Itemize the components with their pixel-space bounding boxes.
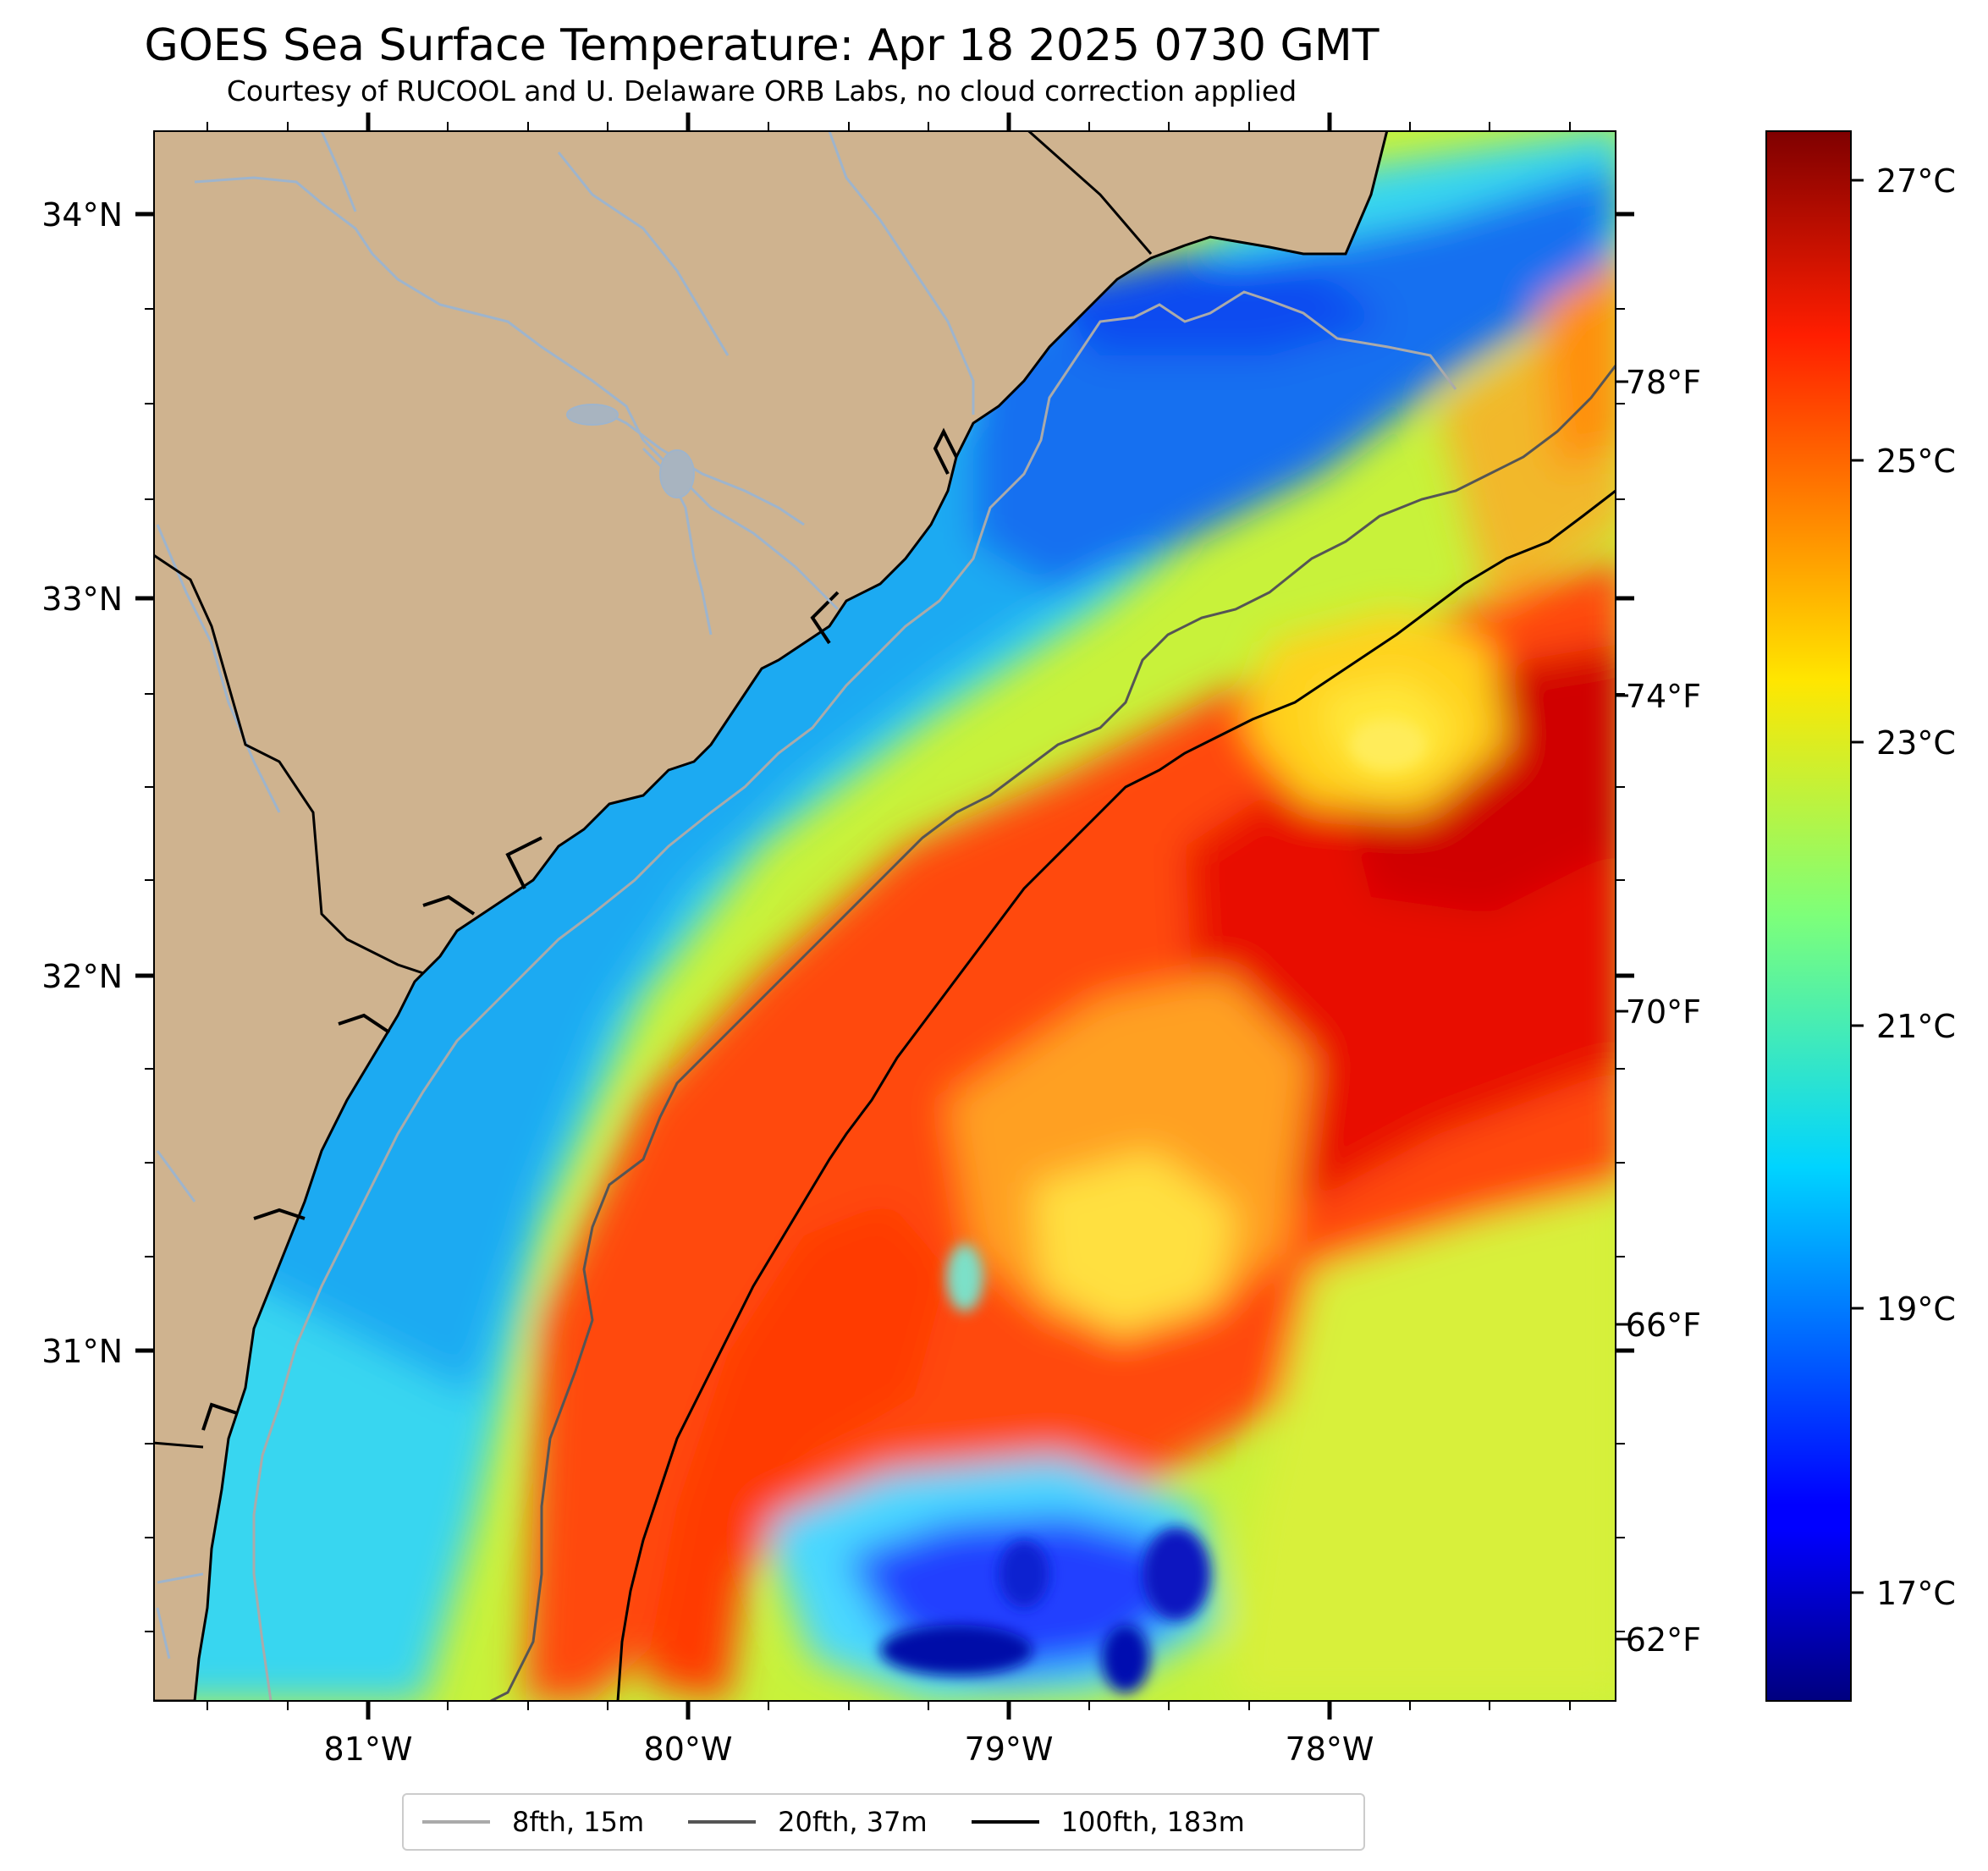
legend-item-37m: 20fth, 37m — [688, 1806, 928, 1838]
land-mass — [154, 131, 1389, 1701]
colorbar-label-19c: 19°C — [1876, 1290, 1956, 1328]
fahrenheit-label-74: 74°F — [1626, 678, 1701, 715]
fahrenheit-axis — [1616, 380, 1628, 1641]
lon-label-79w: 79°W — [965, 1731, 1054, 1768]
lat-label-34n: 34°N — [41, 196, 123, 234]
fahrenheit-label-70: 70°F — [1626, 993, 1701, 1031]
map-panel — [154, 131, 1616, 1701]
colorbar-ticks — [1851, 179, 1864, 1594]
chart-subtitle: Courtesy of RUCOOL and U. Delaware ORB L… — [226, 74, 1297, 107]
chart-title: GOES Sea Surface Temperature: Apr 18 202… — [144, 20, 1379, 71]
isobath-15m — [252, 290, 1457, 1701]
lat-label-33n: 33°N — [41, 581, 123, 618]
state-borders — [154, 131, 1153, 1449]
sst-details — [880, 719, 1426, 1692]
legend-swatch-183m — [971, 1820, 1039, 1824]
colorbar-label-27c: 27°C — [1876, 162, 1956, 200]
lat-ticks — [135, 212, 1634, 1632]
legend-label-183m: 100fth, 183m — [1060, 1806, 1245, 1838]
legend-label-37m: 20fth, 37m — [778, 1806, 928, 1838]
lon-label-80w: 80°W — [644, 1731, 733, 1768]
rivers — [156, 131, 975, 1659]
legend-item-15m: 8fth, 15m — [422, 1806, 644, 1838]
legend-swatch-15m — [422, 1820, 490, 1824]
lat-label-32n: 32°N — [41, 958, 123, 995]
lon-label-78w: 78°W — [1286, 1731, 1374, 1768]
legend-item-183m: 100fth, 183m — [971, 1806, 1245, 1838]
sst-field — [154, 131, 1616, 1701]
colorbar-label-17c: 17°C — [1876, 1575, 1956, 1612]
lon-ticks — [207, 113, 1571, 1720]
isobath-183m — [616, 489, 1616, 1701]
fahrenheit-label-66: 66°F — [1626, 1307, 1701, 1344]
colorbar-label-21c: 21°C — [1876, 1008, 1956, 1045]
colorbar-label-23c: 23°C — [1876, 724, 1956, 762]
isobath-legend: 8fth, 15m 20fth, 37m 100fth, 183m — [402, 1793, 1365, 1851]
colorbar-label-25c: 25°C — [1876, 443, 1956, 480]
fahrenheit-label-62: 62°F — [1626, 1621, 1701, 1659]
lon-label-81w: 81°W — [324, 1731, 413, 1768]
colorbar — [1765, 130, 1852, 1702]
isobath-37m — [490, 365, 1616, 1701]
lat-label-31n: 31°N — [41, 1333, 123, 1370]
legend-swatch-37m — [688, 1820, 757, 1824]
fahrenheit-label-78: 78°F — [1626, 364, 1701, 401]
legend-label-15m: 8fth, 15m — [512, 1806, 645, 1838]
